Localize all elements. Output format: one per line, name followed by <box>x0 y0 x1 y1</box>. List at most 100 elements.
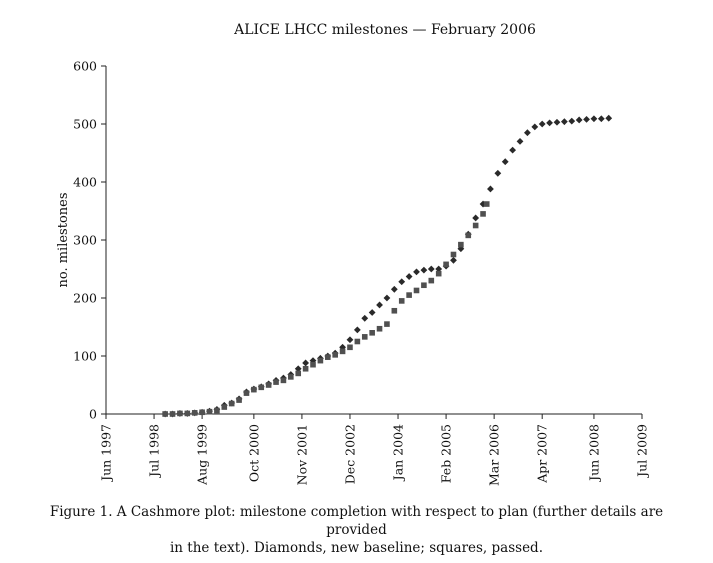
diamond-point <box>479 200 487 208</box>
square-point <box>214 407 220 414</box>
square-point <box>480 211 486 217</box>
diamond-point <box>398 278 406 286</box>
diamond-point <box>546 119 553 127</box>
square-point <box>228 400 235 407</box>
diamond-point <box>501 158 509 166</box>
square-point <box>243 390 250 396</box>
square-point <box>206 408 213 415</box>
y-tick-label: 0 <box>89 407 97 422</box>
square-point <box>354 338 361 345</box>
square-point <box>384 321 390 327</box>
diamond-point <box>524 129 531 137</box>
square-point <box>169 411 176 417</box>
chart-title: ALICE LHCC milestones — February 2006 <box>233 22 536 38</box>
x-tick-label: Nov 2001 <box>294 424 309 485</box>
x-tick-label: Oct 2000 <box>246 424 261 482</box>
figure-caption: Figure 1. A Cashmore plot: milestone com… <box>18 503 695 557</box>
square-point <box>435 270 442 277</box>
series-new-baseline <box>161 114 613 418</box>
diamond-point <box>383 294 391 302</box>
square-point <box>221 404 228 410</box>
x-tick-label: Jul 2009 <box>635 424 650 479</box>
x-tick-label: Aug 1999 <box>195 424 210 486</box>
diamond-point <box>427 265 435 273</box>
square-point <box>317 357 324 364</box>
square-point <box>361 334 368 340</box>
diamond-point <box>597 115 605 123</box>
x-tick-label: Jun 2008 <box>586 424 601 483</box>
square-point <box>324 354 331 360</box>
diamond-point <box>560 118 568 126</box>
diamond-point <box>575 116 583 124</box>
square-point <box>472 222 479 229</box>
square-point <box>265 382 272 388</box>
square-point <box>398 298 405 304</box>
x-tick-label: Mar 2006 <box>487 424 502 486</box>
series-passed <box>162 201 490 417</box>
diamond-point <box>368 309 376 316</box>
square-point <box>428 277 435 284</box>
diamond-point <box>346 336 354 344</box>
square-point <box>251 386 257 393</box>
diamond-point <box>487 185 494 193</box>
x-ticks: Jun 1997 Jul 1998 Aug 1999 Oct 2000 Nov 2001… <box>99 414 650 486</box>
square-point <box>443 261 449 268</box>
square-point <box>413 287 420 294</box>
square-point <box>280 377 287 384</box>
caption-line-2: in the text). Diamonds, new baseline; sq… <box>169 540 543 556</box>
y-tick-label: 600 <box>73 59 97 74</box>
square-point <box>273 379 279 385</box>
square-point <box>406 292 412 298</box>
diamond-point <box>302 359 310 367</box>
square-point <box>332 352 338 358</box>
diamond-point <box>457 245 465 253</box>
square-point <box>184 410 191 417</box>
square-point <box>465 232 472 239</box>
square-point <box>450 251 457 258</box>
square-point <box>339 348 346 355</box>
caption-line-1: Figure 1. A Cashmore plot: milestone com… <box>49 504 664 538</box>
diamond-point <box>494 169 502 177</box>
diamond-point <box>361 314 369 322</box>
x-tick-label: Dec 2002 <box>342 424 357 484</box>
square-point <box>458 241 464 248</box>
square-point <box>369 330 375 336</box>
diamond-point <box>353 326 361 334</box>
square-point <box>295 370 302 377</box>
x-tick-label: Jul 1998 <box>147 424 162 479</box>
diamond-point <box>605 114 613 122</box>
y-tick-label: 200 <box>73 291 97 306</box>
square-point <box>302 365 309 372</box>
diamond-point <box>405 273 413 280</box>
square-point <box>199 409 205 416</box>
diamond-point <box>531 123 539 131</box>
x-tick-label: Feb 2005 <box>439 424 454 483</box>
diamond-point <box>590 115 598 123</box>
series-layer <box>161 114 613 418</box>
square-point <box>483 201 490 207</box>
y-tick-label: 400 <box>73 175 97 190</box>
y-tick-label: 100 <box>73 349 97 364</box>
axes <box>105 66 642 415</box>
square-point <box>421 282 427 289</box>
square-point <box>347 344 353 351</box>
square-point <box>288 374 294 380</box>
square-point <box>191 410 198 416</box>
diamond-point <box>390 285 398 293</box>
square-point <box>177 410 183 417</box>
diamond-point <box>583 115 590 123</box>
diamond-point <box>420 266 428 274</box>
y-tick-label: 300 <box>73 233 97 248</box>
square-point <box>258 384 265 391</box>
diamond-point <box>509 146 517 154</box>
diamond-point <box>413 268 420 276</box>
x-tick-label: Jun 1997 <box>99 424 114 483</box>
y-ticks: 0 100 200 300 400 500 600 <box>73 59 106 422</box>
chart: ALICE LHCC milestones — February 2006 no… <box>56 22 650 486</box>
y-tick-label: 500 <box>73 117 97 132</box>
diamond-point <box>376 301 383 309</box>
square-point <box>376 325 383 332</box>
x-tick-label: Jan 2004 <box>391 424 406 482</box>
diamond-point <box>450 256 457 264</box>
diamond-point <box>538 120 546 128</box>
